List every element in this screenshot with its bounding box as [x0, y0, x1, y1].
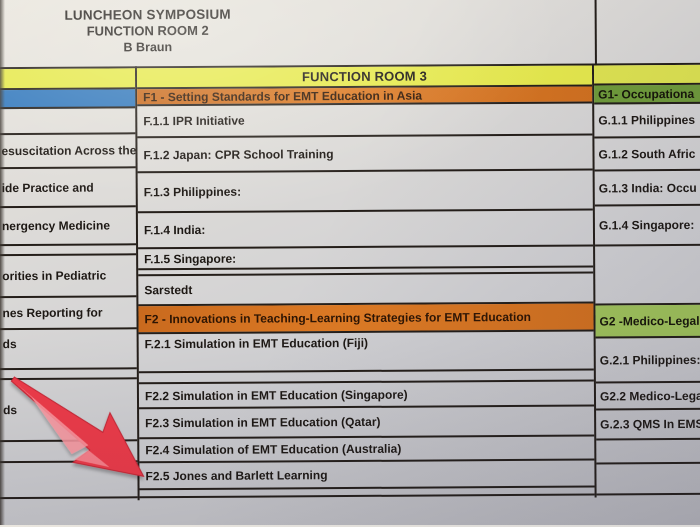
row-f2-2: F2.2 Simulation in EMT Education (Singap… [138, 381, 595, 410]
red-arrow-icon [10, 376, 145, 478]
row-f2-3: F2.3 Simulation in EMT Education (Qatar) [139, 406, 595, 440]
page-header: LUNCHEON SYMPOSIUM FUNCTION ROOM 2 B Bra… [0, 5, 297, 56]
row-f1-4: F.1.4 India: [137, 210, 594, 250]
row-spacer [596, 439, 700, 465]
row-spacer [139, 487, 595, 499]
row-f2-5: F2.5 Jones and Barlett Learning [139, 460, 595, 491]
row-g1-2: G.1.2 South Afric [594, 137, 700, 172]
room2-section-row [0, 89, 136, 110]
row-spacer [596, 463, 700, 496]
row-g2-2: G2.2 Medico-Lega [595, 382, 700, 411]
photo-edge-shadow [0, 0, 5, 525]
row-spacer [595, 245, 700, 306]
row-f1-5: F.1.5 Singapore: [138, 246, 594, 271]
row-g1-section: G1- Occupationa [594, 84, 700, 105]
room2-row: nergency Medicine [0, 207, 137, 247]
row-f1-3: F.1.3 Philippines: [137, 170, 593, 214]
room2-row: orities in Pediatric [0, 255, 137, 299]
room3-header-cell: FUNCTION ROOM 3 [136, 65, 593, 90]
row-f2-4: F2.4 Simulation of EMT Education (Austra… [139, 436, 595, 464]
page-title: LUNCHEON SYMPOSIUM [64, 6, 231, 23]
sponsor-name: B Braun [123, 40, 173, 55]
room2-row: ide Practice and [0, 168, 136, 209]
room2-row: esuscitation Across the [0, 134, 136, 170]
row-f2-section: F2 - Innovations in Teaching-Learning St… [138, 303, 594, 335]
row-f1-2: F.1.2 Japan: CPR School Training [137, 135, 593, 174]
vertical-rule-above-table [594, 0, 597, 64]
page-subtitle: FUNCTION ROOM 2 [86, 22, 209, 39]
g-sessions-column: G1- Occupationa G.1.1 Philippines G.1.2 … [593, 64, 700, 496]
g-header-cell [593, 64, 700, 86]
row-f1-1: F.1.1 IPR Initiative [137, 103, 593, 139]
function-room3-column: FUNCTION ROOM 3 F1 - Setting Standards f… [136, 65, 595, 499]
row-g2-1: G.2.1 Philippines: [595, 337, 700, 384]
row-g2-3: G.2.3 QMS In EMS [596, 409, 700, 441]
row-f2-1: F.2.1 Simulation in EMT Education (Fiji) [138, 331, 594, 374]
row-g2-section: G2 -Medico-Legal [595, 304, 700, 339]
row-g1-3: G.1.3 India: Occu [594, 170, 700, 207]
row-sarstedt: Sarstedt [138, 273, 594, 307]
room2-row: nes Reporting for [0, 297, 137, 331]
row-g1-1: G.1.1 Philippines [594, 103, 700, 139]
row-g1-4: G.1.4 Singapore: [594, 205, 700, 247]
room2-row [0, 108, 136, 136]
room2-header-cell [0, 68, 136, 91]
